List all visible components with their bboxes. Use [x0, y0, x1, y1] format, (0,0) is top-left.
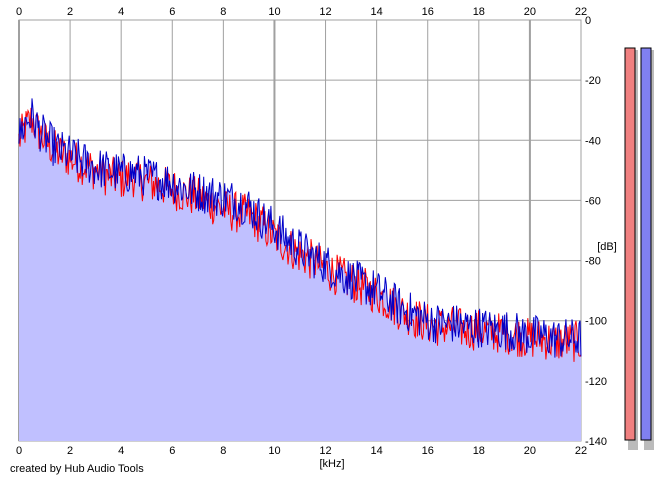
x-tick-label-top: 22	[575, 6, 587, 18]
y-tick-label: -80	[585, 256, 601, 268]
series-line-2	[18, 98, 582, 358]
y-tick-label: -60	[585, 195, 601, 207]
x-tick-label-top: 6	[169, 6, 175, 18]
x-tick-label-top: 20	[524, 6, 536, 18]
x-tick-label-bottom: 0	[16, 445, 22, 457]
x-tick-label-top: 4	[118, 6, 124, 18]
x-tick-label-top: 18	[473, 6, 485, 18]
x-tick-label-bottom: 14	[371, 445, 383, 457]
y-tick-label: -140	[585, 436, 607, 448]
x-tick-label-bottom: 12	[319, 445, 331, 457]
y-tick-label: -40	[585, 135, 601, 147]
x-tick-label-bottom: 6	[169, 445, 175, 457]
x-tick-label-bottom: 4	[118, 445, 124, 457]
series-line-1	[18, 107, 582, 362]
x-tick-label-bottom: 18	[473, 445, 485, 457]
credit-text: created by Hub Audio Tools	[10, 463, 144, 475]
x-tick-label-top: 12	[319, 6, 331, 18]
x-tick-label-bottom: 16	[422, 445, 434, 457]
x-tick-label-bottom: 2	[67, 445, 73, 457]
x-tick-label-bottom: 10	[268, 445, 280, 457]
x-tick-label-bottom: 20	[524, 445, 536, 457]
series-lines	[18, 98, 582, 362]
x-tick-label-top: 10	[268, 6, 280, 18]
y-tick-label: 0	[585, 15, 591, 27]
level-meter-bar	[624, 47, 636, 441]
y-tick-label: -20	[585, 75, 601, 87]
y-tick-label: -100	[585, 316, 607, 328]
x-axis-label: [kHz]	[319, 458, 344, 470]
x-tick-label-top: 0	[16, 6, 22, 18]
x-tick-label-top: 8	[220, 6, 226, 18]
tick-labels: 002244668810101212141416161818202022220-…	[16, 6, 607, 457]
x-tick-label-top: 2	[67, 6, 73, 18]
y-tick-label: -120	[585, 376, 607, 388]
x-tick-label-top: 14	[371, 6, 383, 18]
level-meter-bar	[640, 47, 652, 441]
x-tick-label-bottom: 22	[575, 445, 587, 457]
x-tick-label-top: 16	[422, 6, 434, 18]
level-meters	[624, 47, 654, 450]
x-tick-label-bottom: 8	[220, 445, 226, 457]
y-axis-label: [dB]	[597, 241, 617, 253]
